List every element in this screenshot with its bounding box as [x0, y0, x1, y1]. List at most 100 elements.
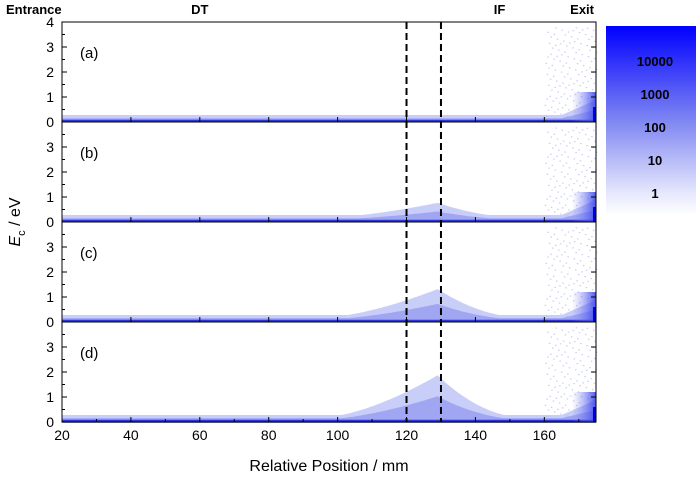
noise-dot	[548, 384, 550, 386]
noise-dot	[552, 200, 555, 202]
noise-dot	[562, 65, 565, 67]
noise-dot	[562, 182, 564, 184]
noise-dot	[570, 278, 572, 280]
noise-dot	[586, 45, 588, 47]
noise-dot	[546, 298, 548, 300]
noise-dot	[560, 71, 563, 73]
noise-dot	[557, 291, 559, 293]
x-tick-label: 120	[395, 427, 419, 443]
noise-dot	[558, 302, 561, 304]
noise-dot	[587, 80, 589, 82]
noise-dot	[547, 209, 550, 211]
noise-dot	[556, 355, 558, 357]
noise-dot	[568, 409, 570, 411]
plot-area	[62, 22, 596, 122]
noise-dot	[555, 197, 558, 199]
noise-dot	[586, 327, 589, 329]
noise-dot	[555, 44, 557, 46]
noise-dot	[554, 86, 556, 88]
noise-dot	[566, 298, 569, 300]
zero-line	[62, 119, 596, 123]
noise-dot	[564, 104, 567, 106]
noise-dot	[568, 309, 570, 311]
noise-dot	[557, 391, 559, 393]
noise-dot	[591, 89, 594, 91]
noise-dot	[555, 297, 558, 299]
noise-dot	[573, 258, 576, 260]
noise-dot	[573, 383, 575, 385]
noise-dot	[576, 380, 578, 382]
noise-dot	[559, 43, 562, 45]
noise-dot	[560, 313, 562, 315]
noise-dot	[578, 74, 580, 76]
noise-dot	[579, 160, 582, 162]
noise-dot	[567, 273, 569, 275]
noise-dot	[590, 160, 593, 162]
noise-dot	[552, 275, 555, 277]
noise-dot	[570, 78, 572, 80]
noise-dot	[568, 384, 570, 386]
noise-dot	[584, 34, 587, 36]
noise-dot	[592, 229, 595, 231]
noise-dot	[553, 133, 556, 135]
noise-dot	[559, 360, 561, 362]
noise-dot	[571, 289, 574, 291]
y-axis-title: Ec / eV	[7, 197, 28, 246]
noise-dot	[581, 254, 584, 256]
noise-dot	[560, 171, 563, 173]
noise-dot	[590, 378, 592, 380]
noise-dot	[578, 374, 580, 376]
noise-dot	[551, 47, 554, 49]
noise-dot	[591, 336, 593, 338]
noise-dot	[552, 300, 555, 302]
y-tick-label: 2	[46, 64, 54, 80]
noise-dot	[570, 236, 573, 238]
noise-dot	[589, 349, 591, 351]
noise-dot	[564, 351, 566, 353]
noise-dot	[565, 362, 568, 364]
noise-dot	[591, 289, 594, 291]
noise-dot	[556, 38, 559, 40]
noise-dot	[569, 95, 572, 97]
noise-dot	[574, 169, 577, 171]
noise-dot	[593, 382, 596, 384]
noise-dot	[567, 156, 569, 158]
region-label: Entrance	[6, 2, 62, 17]
noise-dot	[562, 365, 565, 367]
noise-dot	[552, 100, 555, 102]
colorbar-tick-label: 10000	[637, 54, 673, 69]
y-tick-label: 2	[46, 264, 54, 280]
noise-dot	[565, 187, 567, 189]
noise-dot	[572, 247, 574, 249]
noise-dot	[563, 93, 566, 95]
noise-dot	[586, 227, 589, 229]
noise-dot	[550, 306, 553, 308]
colorbar-tick-label: 100	[644, 120, 666, 135]
y-tick-label: 4	[46, 14, 54, 30]
noise-dot	[582, 365, 585, 367]
y-tick-label: 0	[46, 114, 54, 130]
noise-dot	[573, 41, 576, 43]
y-tick-label: 0	[46, 214, 54, 230]
noise-dot	[551, 289, 553, 291]
noise-dot	[581, 29, 584, 31]
noise-dot	[547, 109, 550, 111]
noise-dot	[550, 153, 552, 155]
noise-dot	[550, 236, 553, 238]
noise-dot	[566, 45, 568, 47]
noise-dot	[565, 162, 568, 164]
noise-dot	[566, 198, 569, 200]
noise-dot	[554, 169, 557, 171]
noise-dot	[592, 329, 595, 331]
panel: 0 1 2 3 4 (a)	[46, 14, 598, 130]
noise-dot	[557, 191, 559, 193]
noise-dot	[562, 82, 564, 84]
noise-dot	[550, 136, 553, 138]
dashed-lines	[405, 22, 442, 422]
noise-dot	[569, 295, 572, 297]
noise-dot	[557, 108, 559, 110]
noise-dot	[548, 284, 550, 286]
noise-dot	[550, 406, 553, 408]
noise-dot	[586, 127, 589, 129]
noise-dot	[546, 373, 549, 375]
